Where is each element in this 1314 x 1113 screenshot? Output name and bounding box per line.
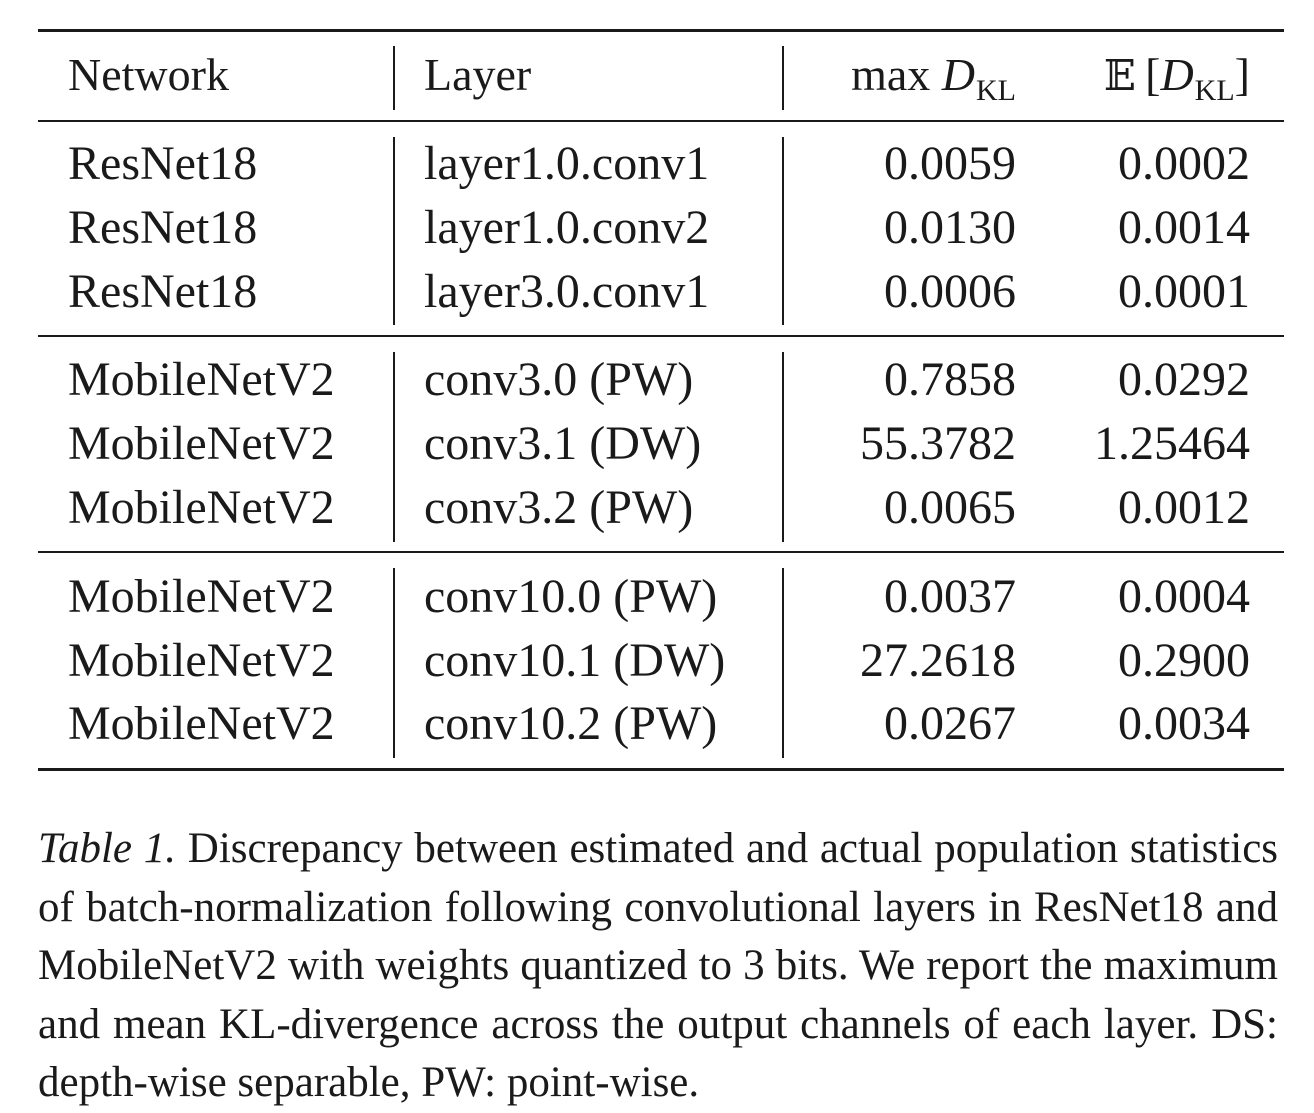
column-separator [782, 137, 784, 325]
cell-mean-dkl: 0.0012 [1118, 481, 1250, 534]
column-separator [393, 568, 395, 758]
column-separator [782, 352, 784, 542]
cell-max-dkl: 0.0065 [884, 481, 1016, 534]
cell-network: MobileNetV2 [68, 481, 335, 534]
column-separator [782, 568, 784, 758]
cell-mean-dkl: 0.2900 [1118, 634, 1250, 687]
caption-label: Table 1. [38, 825, 177, 872]
cell-network: ResNet18 [68, 265, 258, 318]
cell-network: MobileNetV2 [68, 570, 335, 623]
cell-max-dkl: 55.3782 [860, 417, 1016, 470]
cell-mean-dkl: 0.0014 [1118, 201, 1250, 254]
cell-max-dkl: 0.0037 [884, 570, 1016, 623]
cell-layer: conv3.0 (PW) [424, 353, 694, 406]
expectation-symbol: 𝔼 [1103, 51, 1136, 100]
cell-mean-dkl: 0.0001 [1118, 265, 1250, 318]
column-separator [393, 137, 395, 325]
cell-layer: conv10.2 (PW) [424, 697, 718, 750]
group-rule-1 [38, 335, 1284, 337]
cell-layer: layer1.0.conv1 [424, 137, 710, 190]
cell-mean-dkl: 0.0034 [1118, 697, 1250, 750]
header-mean-dkl: 𝔼 [DKL] [1103, 49, 1250, 107]
cell-mean-dkl: 0.0004 [1118, 570, 1250, 623]
group-rule-2 [38, 551, 1284, 553]
header-layer: Layer [424, 49, 532, 100]
top-rule [38, 29, 1284, 32]
header-max-dkl: max DKL [851, 43, 1016, 107]
cell-max-dkl: 0.0267 [884, 697, 1016, 750]
cell-network: ResNet18 [68, 137, 258, 190]
cell-layer: conv10.1 (DW) [424, 634, 726, 687]
cell-layer: conv3.1 (DW) [424, 417, 702, 470]
cell-mean-dkl: 0.0002 [1118, 137, 1250, 190]
cell-network: MobileNetV2 [68, 417, 335, 470]
kl-subscript: KL [976, 74, 1016, 107]
cell-layer: layer3.0.conv1 [424, 265, 710, 318]
column-separator [782, 46, 784, 110]
cell-max-dkl: 0.0059 [884, 137, 1016, 190]
cell-max-dkl: 27.2618 [860, 634, 1016, 687]
cell-network: ResNet18 [68, 201, 258, 254]
cell-mean-dkl: 1.25464 [1094, 417, 1250, 470]
column-separator [393, 46, 395, 110]
cell-network: MobileNetV2 [68, 353, 335, 406]
cell-max-dkl: 0.0130 [884, 201, 1016, 254]
cell-network: MobileNetV2 [68, 634, 335, 687]
cell-max-dkl: 0.0006 [884, 265, 1016, 318]
cell-layer: conv10.0 (PW) [424, 570, 718, 623]
cell-layer: layer1.0.conv2 [424, 201, 710, 254]
column-separator [393, 352, 395, 542]
cell-mean-dkl: 0.0292 [1118, 353, 1250, 406]
bottom-rule [38, 768, 1284, 771]
max-label: max [851, 49, 931, 100]
caption-text: Discrepancy between estimated and actual… [38, 825, 1279, 1106]
cell-network: MobileNetV2 [68, 697, 335, 750]
cell-max-dkl: 0.7858 [884, 353, 1016, 406]
d-symbol: D [941, 49, 975, 100]
d-symbol: D [1160, 49, 1194, 100]
kl-subscript: KL [1194, 74, 1235, 107]
table-caption: Table 1. Discrepancy between estimated a… [38, 820, 1278, 1113]
cell-layer: conv3.2 (PW) [424, 481, 694, 534]
header-rule [38, 120, 1284, 122]
header-network: Network [68, 49, 229, 100]
